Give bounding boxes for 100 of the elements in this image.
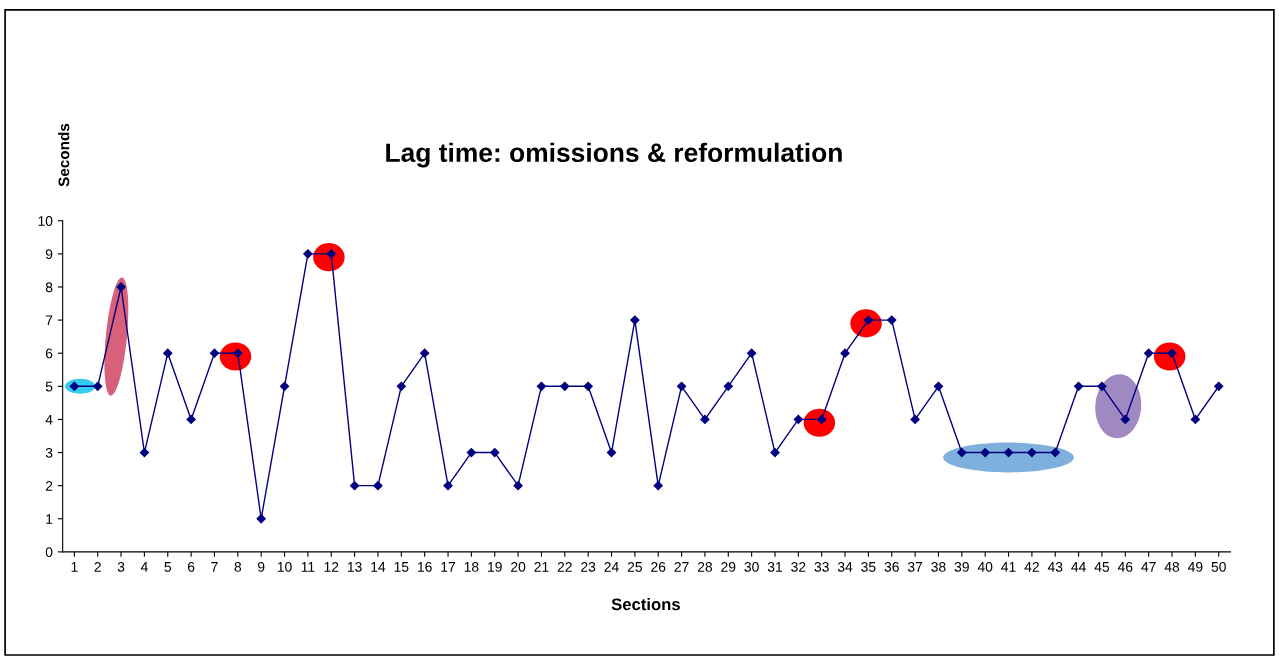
x-tick-label: 12 (324, 561, 339, 572)
point (1097, 381, 1107, 391)
y-tick-label: 10 (38, 216, 53, 226)
y-tick-label: 1 (46, 514, 53, 524)
point (279, 381, 290, 391)
point (163, 348, 173, 358)
point (93, 381, 103, 391)
x-tick-label: 13 (347, 561, 362, 572)
x-tick-label: 34 (837, 561, 853, 572)
point (396, 381, 406, 391)
x-tick-label: 45 (1094, 562, 1110, 572)
x-tick-label: 31 (767, 561, 783, 572)
x-tick-label: 4 (140, 562, 148, 572)
point (490, 447, 500, 458)
x-tick-label: 5 (164, 562, 172, 572)
x-tick-label: 19 (488, 561, 502, 572)
point (793, 414, 803, 425)
point (139, 447, 150, 458)
point (513, 481, 523, 491)
x-tick-label: 22 (557, 561, 572, 572)
point (630, 315, 640, 325)
x-tick-label: 14 (371, 562, 386, 572)
point (700, 414, 710, 425)
x-tick-label: 17 (441, 562, 456, 572)
point (887, 315, 897, 325)
point (1073, 381, 1084, 391)
x-tick-label: 48 (1164, 561, 1180, 572)
x-tick-label: 18 (464, 561, 479, 572)
x-tick-label: 24 (604, 561, 619, 572)
x-axis-title: Sections (611, 597, 680, 611)
y-tick-label: 3 (45, 447, 53, 458)
x-tick-label: 20 (511, 561, 526, 572)
point (1144, 348, 1154, 358)
x-tick-label: 41 (1001, 562, 1016, 572)
point (980, 447, 990, 458)
x-tick-label: 2 (94, 561, 101, 572)
point (583, 381, 593, 391)
x-tick-label: 43 (1047, 561, 1063, 572)
x-tick-label: 28 (697, 561, 713, 572)
x-tick-label: 3 (117, 561, 125, 572)
y-axis-title: Seconds (58, 123, 70, 187)
point (676, 381, 687, 391)
x-tick-label: 35 (861, 561, 876, 572)
x-tick-label: 49 (1187, 561, 1203, 572)
point (957, 447, 967, 458)
x-tick-label: 36 (884, 561, 899, 572)
point (536, 381, 547, 391)
point (69, 381, 79, 391)
y-tick-label: 5 (45, 381, 53, 392)
point (560, 381, 570, 391)
point (256, 514, 266, 524)
point (747, 348, 757, 358)
x-tick-label: 39 (954, 561, 969, 572)
x-tick-label: 9 (257, 561, 265, 572)
x-tick-label: 10 (277, 561, 292, 572)
point (349, 481, 360, 491)
x-tick-label: 33 (814, 561, 829, 572)
y-tick-label: 6 (45, 348, 53, 359)
x-tick-label: 27 (674, 561, 689, 572)
x-tick-label: 32 (791, 561, 806, 572)
point (1050, 447, 1060, 458)
point (209, 348, 220, 358)
x-tick-label: 6 (187, 561, 195, 572)
x-tick-label: 37 (907, 561, 923, 572)
point (1120, 414, 1130, 425)
x-tick-label: 46 (1117, 561, 1133, 572)
point (1190, 414, 1200, 425)
point (723, 381, 733, 391)
y-tick-label: 8 (45, 282, 53, 293)
point (303, 249, 313, 259)
x-tick-label: 42 (1024, 561, 1039, 572)
point (933, 381, 944, 391)
x-tick-label: 25 (627, 561, 642, 572)
point (443, 481, 453, 491)
y-tick-label: 2 (45, 480, 53, 491)
point (1214, 381, 1224, 391)
x-tick-label: 16 (418, 561, 432, 572)
point (910, 414, 920, 425)
x-tick-label: 23 (581, 561, 596, 572)
y-tick-label: 4 (45, 414, 53, 425)
point (1027, 447, 1037, 458)
x-tick-label: 8 (234, 561, 242, 572)
y-tick-label: 7 (45, 315, 53, 326)
x-tick-label: 15 (394, 562, 409, 572)
x-tick-label: 26 (651, 561, 666, 572)
point (653, 481, 663, 491)
x-tick-label: 7 (211, 562, 218, 572)
x-tick-label: 21 (534, 561, 549, 572)
point (466, 447, 476, 458)
x-tick-label: 40 (977, 561, 993, 572)
x-tick-label: 29 (721, 561, 736, 572)
point (420, 348, 430, 358)
x-tick-label: 50 (1211, 561, 1226, 572)
x-tick-label: 38 (931, 561, 946, 572)
y-tick-label: 0 (45, 547, 53, 558)
point (840, 348, 850, 358)
x-tick-label: 47 (1141, 562, 1156, 572)
y-tick-label: 9 (45, 249, 53, 260)
x-tick-label: 1 (71, 562, 78, 572)
point (373, 481, 383, 491)
